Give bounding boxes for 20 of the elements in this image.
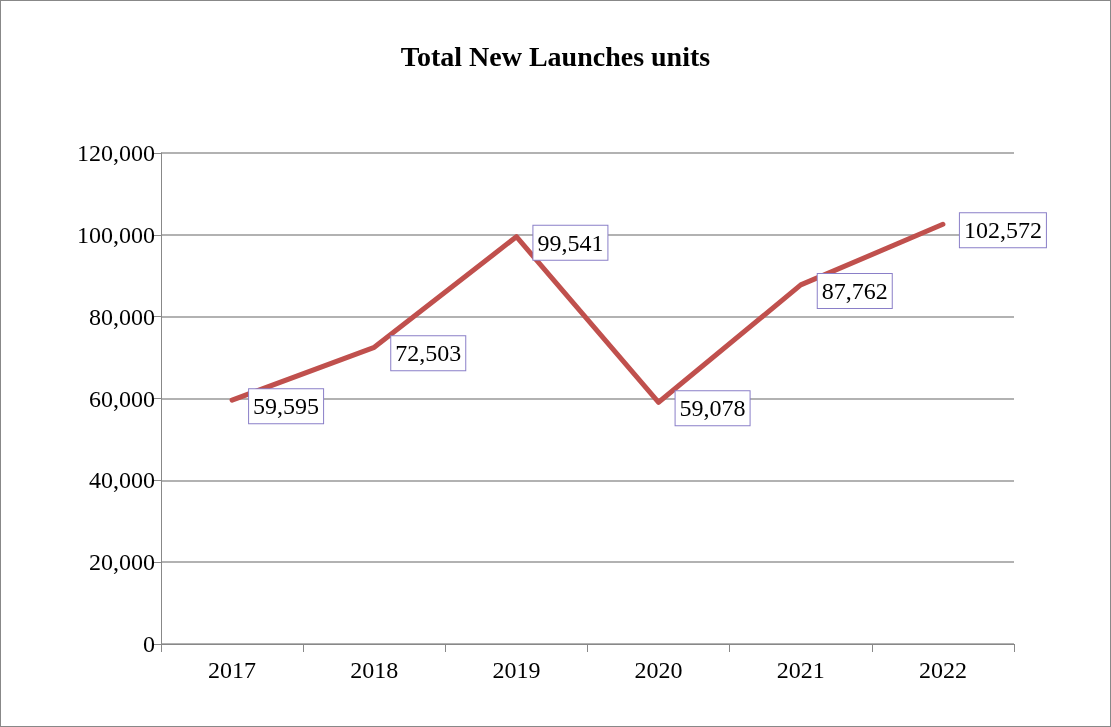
x-tick-label: 2017	[208, 657, 257, 683]
x-tick-label: 2018	[350, 657, 399, 683]
data-label: 59,078	[679, 395, 746, 422]
y-tick-label: 120,000	[77, 140, 155, 166]
y-tick-label: 100,000	[77, 221, 155, 248]
data-label: 102,572	[963, 217, 1042, 244]
chart-title: Total New Launches units	[400, 40, 711, 72]
x-tick-label: 2021	[776, 657, 825, 683]
data-label: 87,762	[821, 277, 888, 304]
x-tick-label: 2020	[634, 657, 683, 683]
data-label: 72,503	[395, 340, 462, 367]
x-tick-label: 2019	[492, 657, 541, 683]
y-tick-label: 20,000	[89, 549, 155, 576]
y-tick-label: 40,000	[89, 467, 155, 494]
x-tick-label: 2022	[918, 657, 967, 683]
y-tick-label: 0	[143, 631, 155, 657]
data-label: 99,541	[537, 229, 604, 256]
data-label: 59,595	[253, 393, 320, 420]
y-tick-label: 80,000	[89, 303, 155, 330]
y-tick-label: 60,000	[89, 385, 155, 412]
